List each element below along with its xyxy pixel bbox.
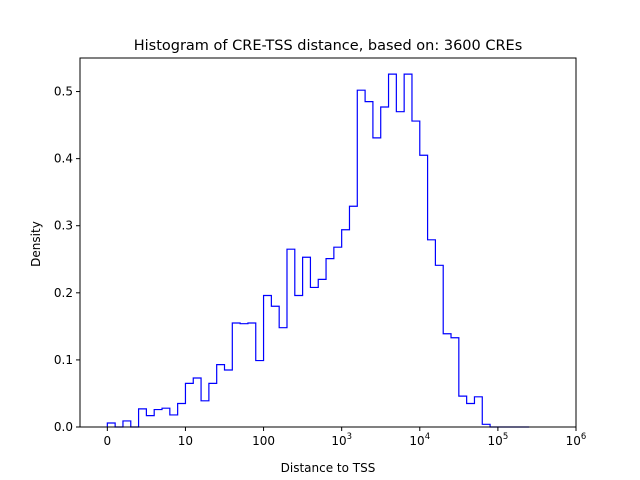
x-tick-label: 103: [331, 432, 352, 448]
y-axis-label: Density: [29, 221, 43, 267]
x-tick-label: 106: [566, 432, 587, 448]
chart-title: Histogram of CRE-TSS distance, based on:…: [134, 38, 523, 54]
y-tick-label: 0.3: [54, 219, 73, 233]
y-tick-label: 0.0: [54, 420, 73, 434]
histogram-outline: [106, 73, 530, 428]
y-tick-label: 0.2: [54, 286, 73, 300]
x-tick-label: 10: [178, 434, 193, 448]
plot-area: 0 10 100 103 104 105 106 0.0 0.1 0.2 0.3 0.4 0.5: [54, 57, 587, 448]
x-tick-label: 105: [488, 432, 509, 448]
x-axis-label: Distance to TSS: [281, 461, 376, 475]
x-tick-label: 100: [252, 434, 275, 448]
axes-frame: [79, 57, 577, 428]
y-tick-label: 0.4: [54, 152, 73, 166]
x-tick-label: 0: [104, 434, 112, 448]
y-tick-label: 0.5: [54, 85, 73, 99]
x-tick-label: 104: [409, 432, 430, 448]
y-tick-label: 0.1: [54, 353, 73, 367]
